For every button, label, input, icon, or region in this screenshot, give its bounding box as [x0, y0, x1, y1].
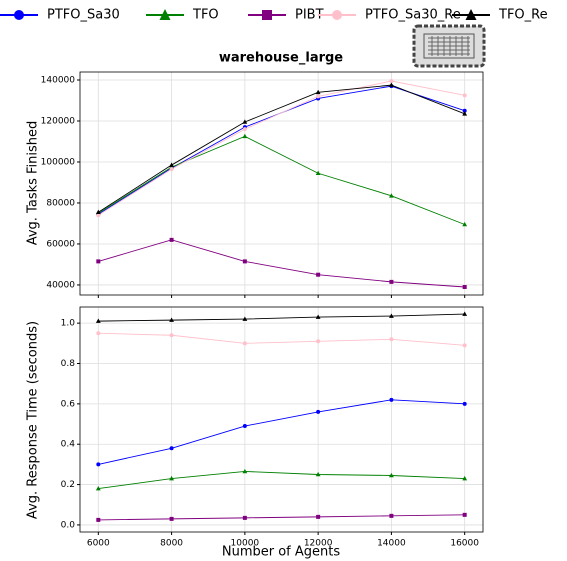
y-tick-label: 0.0: [61, 520, 76, 530]
marker: [389, 79, 393, 83]
marker: [389, 514, 393, 518]
marker: [243, 341, 247, 345]
marker: [316, 339, 320, 343]
image-icon: [414, 26, 484, 66]
y-tick-label: 100000: [41, 157, 76, 167]
legend-marker: [14, 10, 24, 20]
y-tick-label: 120000: [41, 116, 76, 126]
plot-area: [80, 307, 483, 532]
x-tick-label: 8000: [160, 539, 183, 549]
marker: [463, 93, 467, 97]
legend-marker: [332, 10, 342, 20]
marker: [170, 167, 174, 171]
chart-title: warehouse_large: [219, 51, 343, 66]
legend-label: TFO: [192, 8, 219, 23]
marker: [243, 424, 247, 428]
marker: [316, 94, 320, 98]
marker: [463, 343, 467, 347]
legend-label: PTFO_Sa30_Re: [365, 8, 461, 23]
y-axis-label: Avg. Tasks Finished: [26, 121, 41, 246]
marker: [96, 259, 100, 263]
marker: [463, 402, 467, 406]
marker: [96, 462, 100, 466]
x-tick-label: 6000: [87, 539, 110, 549]
plot-area: [80, 72, 483, 295]
x-tick-label: 10000: [231, 539, 260, 549]
marker: [170, 238, 174, 242]
marker: [316, 410, 320, 414]
marker: [389, 280, 393, 284]
legend-label: PTFO_Sa30: [47, 8, 120, 23]
marker: [463, 285, 467, 289]
y-tick-label: 40000: [46, 280, 75, 290]
x-tick-label: 12000: [304, 539, 333, 549]
marker: [170, 446, 174, 450]
y-tick-label: 0.8: [61, 359, 76, 369]
y-tick-label: 140000: [41, 75, 76, 85]
marker: [316, 515, 320, 519]
x-tick-label: 16000: [450, 539, 479, 549]
y-tick-label: 1.0: [61, 319, 76, 329]
marker: [170, 333, 174, 337]
y-tick-label: 0.4: [61, 440, 76, 450]
legend-label: TFO_Re: [498, 8, 548, 23]
marker: [170, 517, 174, 521]
marker: [96, 518, 100, 522]
marker: [243, 516, 247, 520]
x-tick-label: 14000: [377, 539, 406, 549]
marker: [243, 127, 247, 131]
marker: [243, 259, 247, 263]
legend-marker: [262, 10, 272, 20]
y-tick-label: 60000: [46, 239, 75, 249]
y-tick-label: 0.6: [61, 399, 76, 409]
marker: [463, 513, 467, 517]
chart: warehouse_large Avg. Tasks Finished Avg.…: [0, 0, 567, 561]
y-tick-label: 80000: [46, 198, 75, 208]
marker: [316, 273, 320, 277]
y-tick-label: 0.2: [61, 480, 75, 490]
marker: [389, 337, 393, 341]
marker: [389, 398, 393, 402]
marker: [96, 331, 100, 335]
y-axis-label: Avg. Response Time (seconds): [26, 321, 41, 519]
